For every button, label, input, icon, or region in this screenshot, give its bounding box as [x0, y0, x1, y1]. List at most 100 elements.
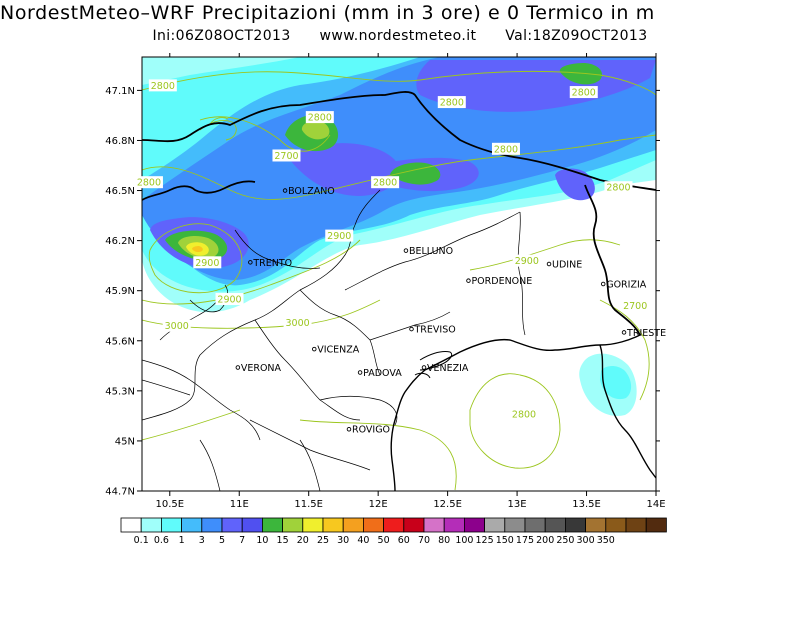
coastline: [390, 334, 641, 491]
legend-label: 0.1: [134, 535, 149, 546]
legend-swatch: [221, 517, 243, 533]
city-padova: PADOVA: [357, 368, 402, 379]
legend-label: 50: [378, 535, 390, 546]
legend-label: 350: [597, 535, 615, 546]
legend-swatch: [403, 517, 425, 533]
regional-border: [369, 311, 451, 341]
precipitation-field: [142, 57, 656, 416]
map-axes: 10.5E 11E 11.5E 12E 12.5E 13E 13.5E 14E 44.7N 45N…: [105, 53, 666, 510]
contour-label: 2800: [569, 86, 598, 99]
legend-label: 20: [297, 535, 309, 546]
init-time: Ini:06Z08OCT2013: [152, 28, 291, 44]
city-marker-icon: [403, 248, 409, 253]
legend-label: 1: [179, 535, 185, 546]
contour-label-text: 2700: [623, 301, 647, 312]
regional-border: [299, 289, 381, 376]
legend-label: 30: [337, 535, 349, 546]
contour-line: [142, 239, 361, 305]
x-tick-label: 14E: [646, 499, 665, 510]
freezing-level-contours: [142, 70, 656, 491]
contour-label-text: 2800: [373, 178, 397, 189]
city-label: GORIZIA: [606, 280, 647, 291]
legend-label: 250: [556, 535, 574, 546]
legend-swatch: [160, 517, 182, 533]
city-label: VERONA: [241, 363, 282, 374]
regional-border: [142, 189, 381, 421]
regional-border: [234, 229, 321, 269]
website-url: www.nordestmeteo.it: [319, 28, 477, 44]
city-marker-icon: [248, 260, 253, 265]
city-marker-icon: [357, 370, 363, 375]
valid-time: Val:18Z09OCT2013: [505, 28, 648, 44]
legend-label: 15: [277, 535, 289, 546]
y-tick-label: 45N: [115, 436, 135, 447]
legend-label: 60: [398, 535, 410, 546]
regional-border: [254, 319, 361, 421]
contour-line: [209, 117, 229, 125]
city-label: TREVISO: [414, 325, 456, 336]
contour-line: [469, 239, 621, 271]
city-label: ROVIGO: [352, 425, 390, 436]
contour-label-text: 3000: [285, 318, 309, 329]
legend-label: 125: [476, 535, 494, 546]
regional-border: [249, 419, 371, 471]
contour-label-bg: [193, 256, 222, 269]
regional-borders: [142, 189, 526, 491]
legend-label: 80: [438, 535, 450, 546]
x-tick-label: 11.5E: [294, 499, 323, 510]
city-treviso: TREVISO: [409, 325, 456, 336]
legend-swatch: [605, 517, 627, 533]
contour-label: 2800: [305, 111, 334, 124]
legend-swatch: [120, 517, 142, 533]
regional-border: [299, 439, 321, 491]
regional-border: [344, 211, 521, 291]
contour-line: [199, 116, 331, 152]
city-trieste: TRIESTE: [621, 328, 666, 339]
contour-label-bg: [371, 176, 400, 189]
legend-swatch: [140, 517, 162, 533]
city-udine: UDINE: [546, 259, 582, 270]
city-marker-icon: [346, 426, 352, 432]
contour-label-text: 2800: [440, 98, 464, 109]
legend-label: 150: [496, 535, 514, 546]
contour-label: 3000: [283, 316, 312, 329]
contour-label: 2700: [272, 149, 301, 162]
city-marker-icon: [546, 261, 552, 267]
legend-swatch: [383, 517, 405, 533]
contour-label: 2900: [193, 256, 222, 269]
national-border: [142, 91, 656, 191]
regional-border: [189, 284, 229, 313]
contour-label-text: 2800: [572, 88, 596, 99]
contour-line: [148, 223, 243, 294]
precipitation-legend: 0.1 0.6 1 3 5 7 10 15 20 25 30 40 50 60 70 80 100 125 150 1…: [120, 517, 667, 546]
y-tick-label: 45.6N: [105, 336, 135, 347]
contour-label-text: 2900: [327, 231, 351, 242]
contour-label-bg: [621, 299, 650, 312]
city-marker-icon: [621, 330, 627, 335]
city-marker-icon: [282, 188, 288, 193]
contour-label-text: 2800: [606, 183, 630, 194]
contour-label: 3000: [162, 319, 191, 332]
regional-border: [142, 379, 191, 396]
coastline: [599, 344, 656, 479]
legend-swatch: [463, 517, 485, 533]
contour-label-text: 2800: [308, 113, 332, 124]
legend-swatch: [443, 517, 465, 533]
legend-swatch: [565, 517, 587, 533]
contour-label: 2800: [604, 181, 633, 194]
city-label: PADOVA: [363, 368, 402, 379]
y-tick-label: 46.8N: [105, 136, 135, 147]
contour-label-bg: [512, 254, 541, 267]
legend-label: 7: [239, 535, 245, 546]
contour-label-bg: [604, 181, 633, 194]
city-gorizia: GORIZIA: [600, 280, 647, 291]
contour-label-bg: [134, 176, 163, 189]
plot-frame: [141, 56, 657, 492]
regional-border: [142, 359, 261, 441]
legend-label: 300: [577, 535, 595, 546]
contour-line: [142, 409, 241, 441]
contour-label-bg: [510, 408, 539, 421]
contour-label-bg: [283, 316, 312, 329]
legend-swatch: [423, 517, 445, 533]
